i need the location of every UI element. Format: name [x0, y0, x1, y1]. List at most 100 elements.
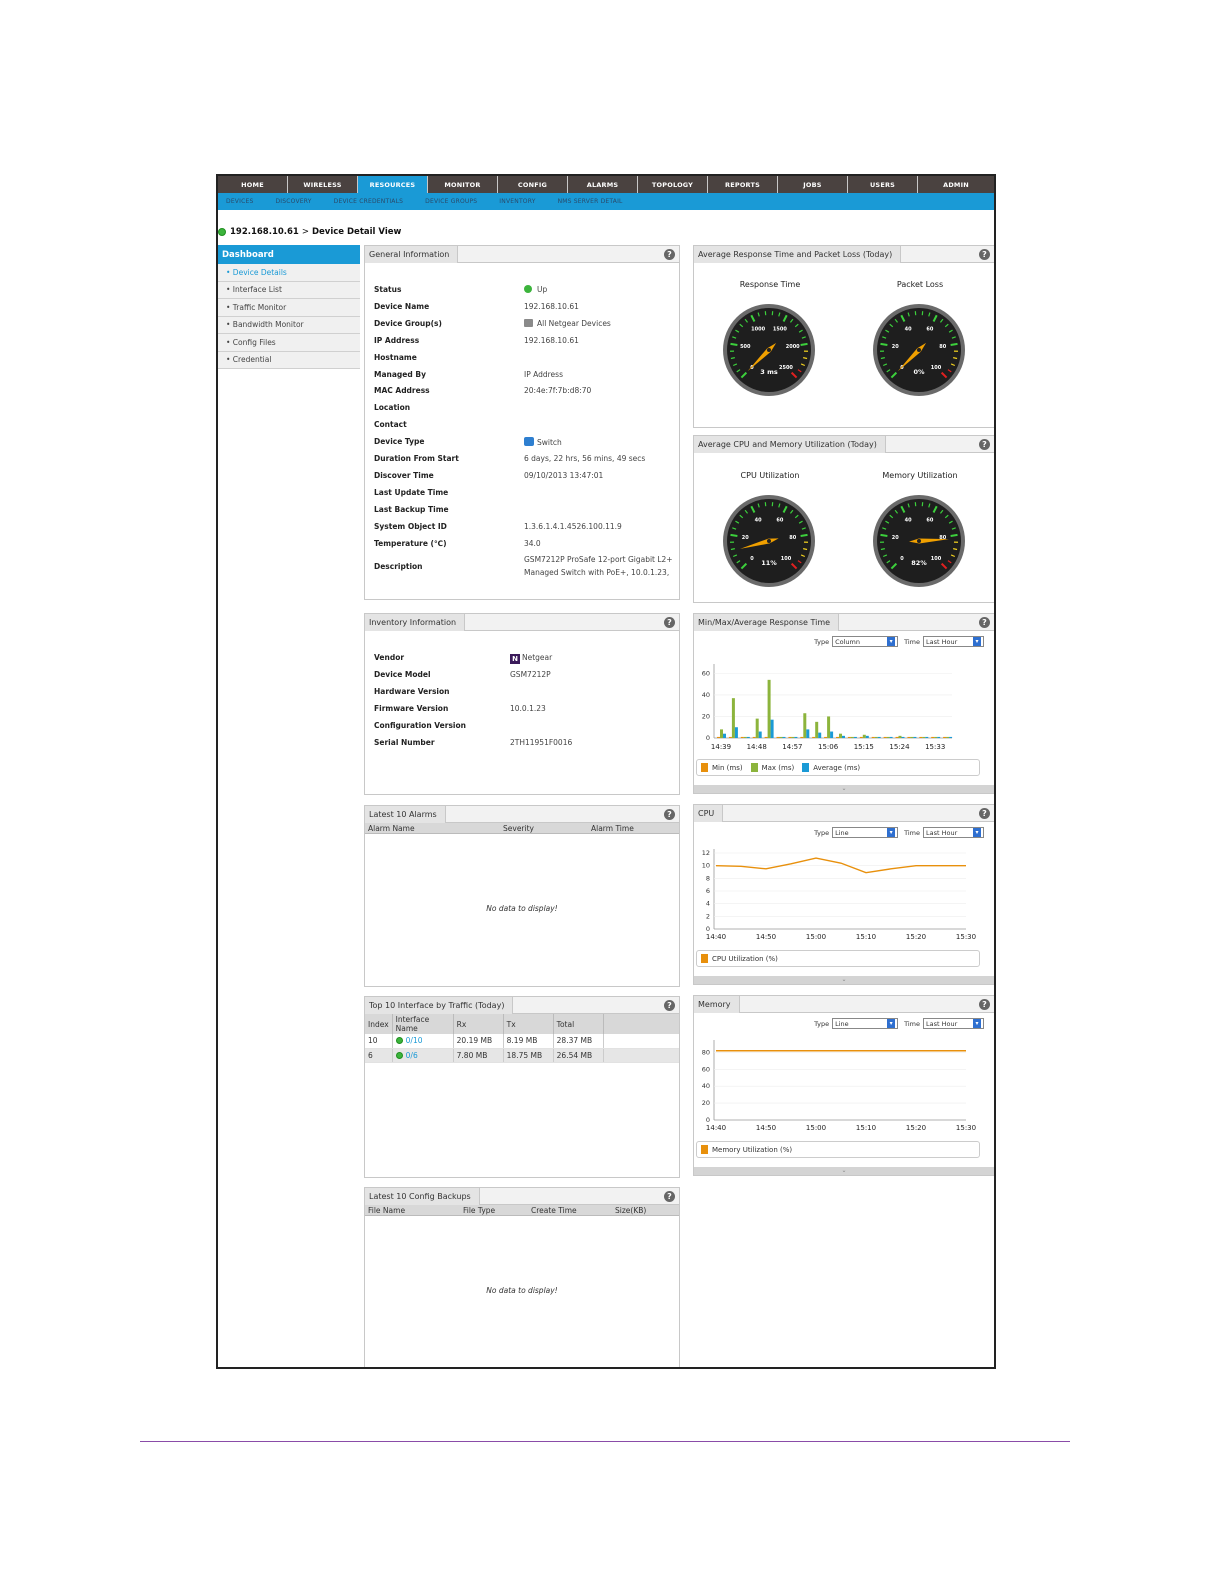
table-row[interactable]: 10 0/10 20.19 MB 8.19 MB 28.37 MB [365, 1034, 679, 1049]
nav-tab-monitor[interactable]: MONITOR [428, 176, 498, 193]
breadcrumb: 192.168.10.61 > Device Detail View [218, 226, 401, 238]
field-label: Status [374, 285, 402, 294]
column-header[interactable]: Create Time [531, 1206, 577, 1215]
chevron-down-icon: ▾ [887, 637, 896, 646]
nav-tab-wireless[interactable]: WIRELESS [288, 176, 358, 193]
column-header[interactable]: File Type [463, 1206, 496, 1215]
subnav-devices[interactable]: DEVICES [226, 198, 254, 205]
bar-average [925, 736, 929, 738]
column-header[interactable]: Alarm Name [368, 824, 415, 833]
sidebar-item-credential[interactable]: • Credential [218, 351, 360, 369]
subnav-inventory[interactable]: INVENTORY [499, 198, 536, 205]
expand-handle[interactable]: ⌄ [694, 785, 994, 793]
time-select[interactable]: Last Hour ▾ [923, 636, 984, 647]
sidebar-item-traffic-monitor[interactable]: • Traffic Monitor [218, 299, 360, 317]
column-header[interactable]: Tx [503, 1014, 554, 1034]
legend-item[interactable]: Max (ms) [761, 763, 795, 772]
bar-min [824, 736, 828, 738]
bar-max [743, 736, 747, 738]
column-header[interactable]: Rx [453, 1014, 504, 1034]
breadcrumb-ip[interactable]: 192.168.10.61 [230, 227, 299, 237]
interface-link[interactable]: 0/10 [405, 1036, 423, 1046]
expand-handle[interactable]: ⌄ [694, 1167, 994, 1175]
bar-max [731, 698, 735, 738]
nav-tab-resources[interactable]: RESOURCES [358, 176, 428, 193]
subnav-device-groups[interactable]: DEVICE GROUPS [425, 198, 478, 205]
column-header[interactable]: Total [553, 1014, 604, 1034]
nav-tab-jobs[interactable]: JOBS [778, 176, 848, 193]
subnav-nms-server-detail[interactable]: NMS SERVER DETAIL [557, 198, 623, 205]
interface-link[interactable]: 0/6 [405, 1050, 418, 1060]
gauge-tick [732, 336, 737, 339]
legend-swatch [802, 763, 810, 772]
help-icon[interactable]: ? [979, 808, 990, 819]
y-tick-label: 40 [702, 1082, 710, 1090]
type-select[interactable]: Line ▾ [832, 1018, 899, 1029]
legend-item[interactable]: Memory Utilization (%) [712, 1145, 793, 1154]
cell-interface[interactable]: 0/10 [392, 1034, 454, 1049]
gauge-tick [790, 371, 798, 379]
column-header[interactable]: Size(KB) [615, 1206, 647, 1215]
gauge-tick [944, 514, 949, 519]
subnav-discovery[interactable]: DISCOVERY [275, 198, 312, 205]
help-icon[interactable]: ? [664, 249, 675, 260]
nav-tab-users[interactable]: USERS [848, 176, 918, 193]
column-header[interactable]: File Name [368, 1206, 406, 1215]
sidebar-item-interface-list[interactable]: • Interface List [218, 281, 360, 299]
gauge-tick [907, 503, 910, 508]
bar-max [886, 736, 890, 738]
help-icon[interactable]: ? [979, 617, 990, 628]
column-header[interactable]: Severity [503, 824, 534, 833]
column-header[interactable]: Index [365, 1014, 393, 1034]
table-row[interactable]: 6 0/6 7.80 MB 18.75 MB 26.54 MB [365, 1048, 679, 1063]
field-label: Device Model [374, 669, 431, 679]
help-icon[interactable]: ? [664, 809, 675, 820]
gauge-tick [880, 342, 888, 346]
type-label: Type [814, 637, 830, 646]
legend-item[interactable]: Average (ms) [813, 763, 861, 772]
gauge-tick-label: 1000 [751, 327, 765, 333]
help-icon[interactable]: ? [979, 999, 990, 1010]
gauge-tick [953, 548, 958, 551]
help-icon[interactable]: ? [664, 1191, 675, 1202]
field-label: Contact [374, 420, 407, 430]
bar-max [779, 736, 783, 738]
subnav-device-credentials[interactable]: DEVICE CREDENTIALS [333, 198, 404, 205]
help-icon[interactable]: ? [979, 249, 990, 260]
gauge-tick-label: 100 [931, 365, 942, 371]
field-value-text: Up [537, 285, 548, 294]
legend-item[interactable]: CPU Utilization (%) [712, 954, 778, 963]
nav-tab-config[interactable]: CONFIG [498, 176, 568, 193]
nav-tab-home[interactable]: HOME [218, 176, 288, 193]
response-chart-panel: Min/Max/Average Response Time? Type Colu… [693, 613, 994, 794]
field-label: Temperature (℃) [374, 538, 447, 548]
gauge-tick [800, 554, 806, 558]
cell-interface[interactable]: 0/6 [392, 1048, 454, 1063]
memory-chart-panel: Memory? Type Line ▾ Time Last Hour ▾ 0 20 40… [693, 995, 994, 1176]
help-icon[interactable]: ? [664, 617, 675, 628]
x-tick-label: 15:20 [906, 1124, 926, 1132]
sidebar-item-config-files[interactable]: • Config Files [218, 334, 360, 352]
y-tick-label: 2 [706, 912, 710, 920]
memory-chart: 0 20 40 60 80 14:40 14:50 15:00 15:10 15:20 15:30 [702, 1040, 976, 1132]
sidebar-title[interactable]: Dashboard [218, 245, 360, 264]
nav-tab-admin[interactable]: ADMIN [943, 180, 969, 189]
bar-max [839, 733, 842, 738]
type-select[interactable]: Line ▾ [832, 827, 899, 838]
nav-tab-alarms[interactable]: ALARMS [568, 176, 638, 193]
expand-handle[interactable]: ⌄ [694, 976, 994, 984]
type-label: Type [814, 828, 830, 837]
sidebar-item-device-details[interactable]: • Device Details [218, 264, 360, 282]
help-icon[interactable]: ? [664, 1000, 675, 1011]
nav-tab-reports[interactable]: REPORTS [708, 176, 778, 193]
legend-item[interactable]: Min (ms) [712, 763, 743, 772]
nav-tab-topology[interactable]: TOPOLOGY [638, 176, 708, 193]
time-select[interactable]: Last Hour ▾ [923, 827, 984, 838]
column-header[interactable]: Alarm Time [591, 824, 634, 833]
column-header[interactable]: Interface Name [392, 1014, 454, 1034]
type-select[interactable]: Column ▾ [832, 636, 899, 647]
sidebar-item-bandwidth-monitor[interactable]: • Bandwidth Monitor [218, 316, 360, 334]
help-icon[interactable]: ? [979, 439, 990, 450]
x-tick-label: 15:00 [806, 1124, 826, 1132]
time-select[interactable]: Last Hour ▾ [923, 1018, 984, 1029]
